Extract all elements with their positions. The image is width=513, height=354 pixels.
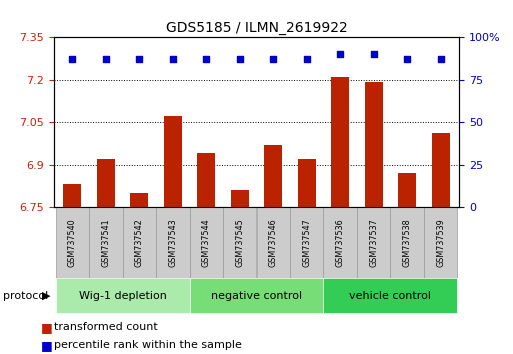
Text: negative control: negative control [211, 291, 302, 301]
Text: GSM737545: GSM737545 [235, 218, 244, 267]
Text: GSM737540: GSM737540 [68, 218, 77, 267]
Point [336, 51, 344, 57]
Bar [264, 145, 283, 207]
Title: GDS5185 / ILMN_2619922: GDS5185 / ILMN_2619922 [166, 21, 347, 35]
Point [403, 56, 411, 62]
Bar [298, 159, 316, 207]
Text: vehicle control: vehicle control [349, 291, 431, 301]
Text: Wig-1 depletion: Wig-1 depletion [78, 291, 166, 301]
Text: GSM737542: GSM737542 [135, 218, 144, 267]
Bar [223, 207, 256, 278]
Bar [424, 207, 458, 278]
Text: protocol: protocol [3, 291, 48, 301]
Bar [55, 207, 89, 278]
Bar [290, 207, 324, 278]
Point [102, 56, 110, 62]
Bar [130, 193, 148, 207]
Text: GSM737546: GSM737546 [269, 218, 278, 267]
Bar [331, 77, 349, 207]
Bar [324, 207, 357, 278]
Text: percentile rank within the sample: percentile rank within the sample [54, 340, 242, 350]
Bar [365, 82, 383, 207]
Text: ■: ■ [41, 321, 53, 334]
Text: ▶: ▶ [42, 291, 50, 301]
Bar [89, 207, 123, 278]
Bar [431, 133, 450, 207]
Text: transformed count: transformed count [54, 322, 157, 332]
Bar [96, 159, 115, 207]
Bar [197, 153, 215, 207]
Bar [398, 173, 417, 207]
Point [68, 56, 76, 62]
Point [303, 56, 311, 62]
Bar [256, 207, 290, 278]
Text: GSM737538: GSM737538 [403, 218, 412, 267]
Text: GSM737539: GSM737539 [436, 218, 445, 267]
Bar [55, 278, 189, 313]
Bar [324, 278, 458, 313]
Point [169, 56, 177, 62]
Text: GSM737536: GSM737536 [336, 218, 345, 267]
Bar [390, 207, 424, 278]
Text: GSM737537: GSM737537 [369, 218, 378, 267]
Text: GSM737547: GSM737547 [302, 218, 311, 267]
Text: GSM737543: GSM737543 [168, 218, 177, 267]
Point [135, 56, 143, 62]
Bar [189, 207, 223, 278]
Bar [164, 116, 182, 207]
Bar [123, 207, 156, 278]
Point [235, 56, 244, 62]
Text: ■: ■ [41, 339, 53, 352]
Point [370, 51, 378, 57]
Bar [357, 207, 390, 278]
Bar [230, 190, 249, 207]
Bar [156, 207, 189, 278]
Text: GSM737541: GSM737541 [101, 218, 110, 267]
Point [202, 56, 210, 62]
Bar [189, 278, 324, 313]
Text: GSM737544: GSM737544 [202, 218, 211, 267]
Bar [63, 184, 82, 207]
Point [269, 56, 278, 62]
Point [437, 56, 445, 62]
